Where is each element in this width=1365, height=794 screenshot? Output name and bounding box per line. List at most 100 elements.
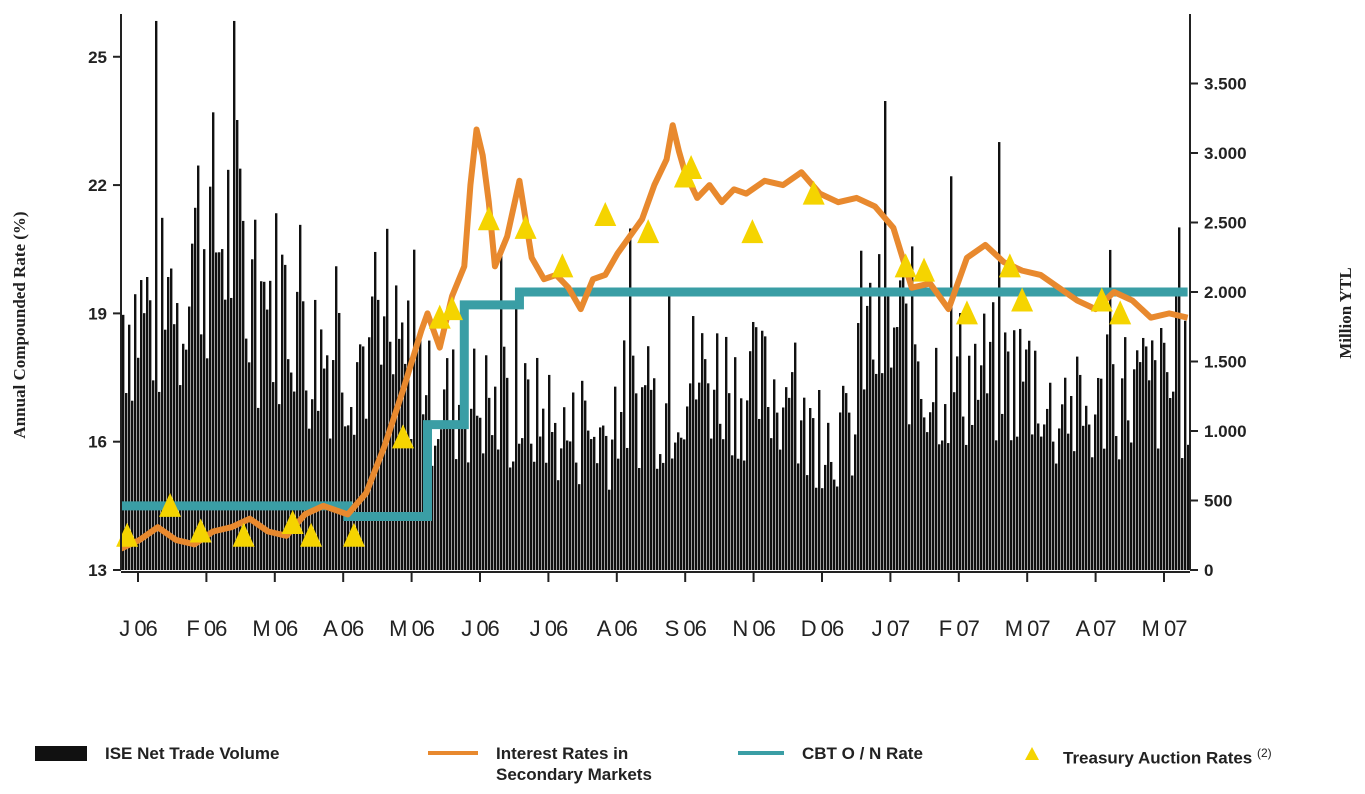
volume-bar <box>785 387 788 570</box>
volume-bar <box>656 468 659 570</box>
volume-bar <box>488 397 491 570</box>
volume-bar <box>1157 448 1160 570</box>
volume-bar <box>443 389 446 570</box>
volume-bar <box>518 443 521 570</box>
volume-bar <box>839 412 842 570</box>
volume-bar <box>386 228 389 570</box>
volume-bar <box>665 403 668 570</box>
volume-bar <box>1142 337 1145 570</box>
x-tick-label: M 06 <box>252 616 298 641</box>
volume-bar <box>176 303 179 570</box>
y2-tick-label: 3.000 <box>1204 144 1247 163</box>
volume-bar <box>287 359 290 570</box>
volume-bar <box>950 176 953 570</box>
volume-bar <box>989 341 992 570</box>
volume-bar <box>917 361 920 570</box>
auction-point <box>342 522 365 547</box>
volume-bar <box>635 393 638 570</box>
volume-bar <box>203 249 206 570</box>
volume-bar <box>893 327 896 570</box>
volume-bar <box>1145 346 1148 570</box>
volume-bar <box>956 356 959 570</box>
volume-bar <box>959 313 962 570</box>
volume-bar <box>263 281 266 570</box>
volume-bar <box>1073 451 1076 570</box>
auction-point <box>281 509 304 534</box>
volume-bar <box>929 412 932 570</box>
volume-bar <box>560 448 563 570</box>
volume-bar <box>173 324 176 570</box>
volume-bar <box>731 455 734 570</box>
volume-bar <box>1097 377 1100 570</box>
x-tick-label: N 06 <box>732 616 775 641</box>
volume-bar <box>650 389 653 570</box>
auction-point <box>441 296 464 321</box>
volume-bar <box>767 407 770 570</box>
volume-bar <box>224 299 227 570</box>
volume-bar <box>860 250 863 570</box>
volume-bar <box>1112 364 1115 570</box>
x-tick-label: A 06 <box>323 616 364 641</box>
volume-bar <box>590 439 593 570</box>
volume-bar <box>698 382 701 570</box>
volume-bar <box>464 425 467 570</box>
volume-bar <box>221 249 224 570</box>
volume-bar <box>878 254 881 570</box>
volume-bar <box>419 334 422 570</box>
y-tick-label: 13 <box>88 561 107 580</box>
volume-bar <box>212 112 215 570</box>
volume-bar <box>605 435 608 570</box>
volume-bar <box>191 243 194 570</box>
volume-bar <box>290 372 293 570</box>
volume-bar <box>761 330 764 570</box>
volume-bar <box>1028 340 1031 570</box>
volume-bar <box>680 437 683 570</box>
volume-bar <box>482 453 485 570</box>
volume-bar <box>521 438 524 570</box>
volume-bar <box>293 391 296 570</box>
volume-bar <box>1106 334 1109 570</box>
volume-bar <box>170 268 173 570</box>
volume-bar <box>134 294 137 570</box>
volume-bar <box>1040 436 1043 570</box>
y-axis-title: Annual Compounded Rate (%) <box>10 211 29 438</box>
volume-bar <box>275 213 278 570</box>
volume-bar <box>197 165 200 570</box>
volume-bar <box>251 259 254 570</box>
volume-bar <box>305 390 308 570</box>
volume-bar <box>737 458 740 570</box>
auction-point <box>232 522 255 547</box>
volume-bar <box>338 312 341 570</box>
volume-bar <box>491 435 494 570</box>
volume-bar <box>140 280 143 570</box>
volume-bar <box>308 428 311 570</box>
volume-bar <box>953 392 956 570</box>
volume-bar <box>746 400 749 570</box>
volume-bar <box>389 341 392 570</box>
volume-bar <box>812 418 815 570</box>
volume-bar <box>1163 342 1166 570</box>
volume-bar <box>566 440 569 570</box>
y-tick-label: 16 <box>88 433 107 452</box>
volume-bar <box>137 357 140 570</box>
volume-bar <box>800 420 803 570</box>
volume-bar <box>674 442 677 570</box>
volume-bar <box>647 346 650 570</box>
volume-bar <box>284 264 287 570</box>
legend-secondary-label: Interest Rates in Secondary Markets <box>496 744 652 784</box>
legend-cbt: CBT O / N Rate <box>738 743 923 793</box>
volume-bar <box>923 417 926 570</box>
volume-bar <box>146 276 149 570</box>
volume-bar <box>911 246 914 570</box>
volume-bar <box>245 338 248 570</box>
volume-bar <box>533 461 536 570</box>
volume-bar <box>932 402 935 570</box>
volume-bar <box>392 374 395 570</box>
volume-bar <box>545 462 548 570</box>
auction-point <box>1109 300 1132 325</box>
x-tick-label: M 07 <box>1142 616 1188 641</box>
volume-bar <box>272 382 275 570</box>
auction-point <box>637 219 660 244</box>
volume-bar <box>296 291 299 570</box>
auction-point <box>551 253 574 278</box>
